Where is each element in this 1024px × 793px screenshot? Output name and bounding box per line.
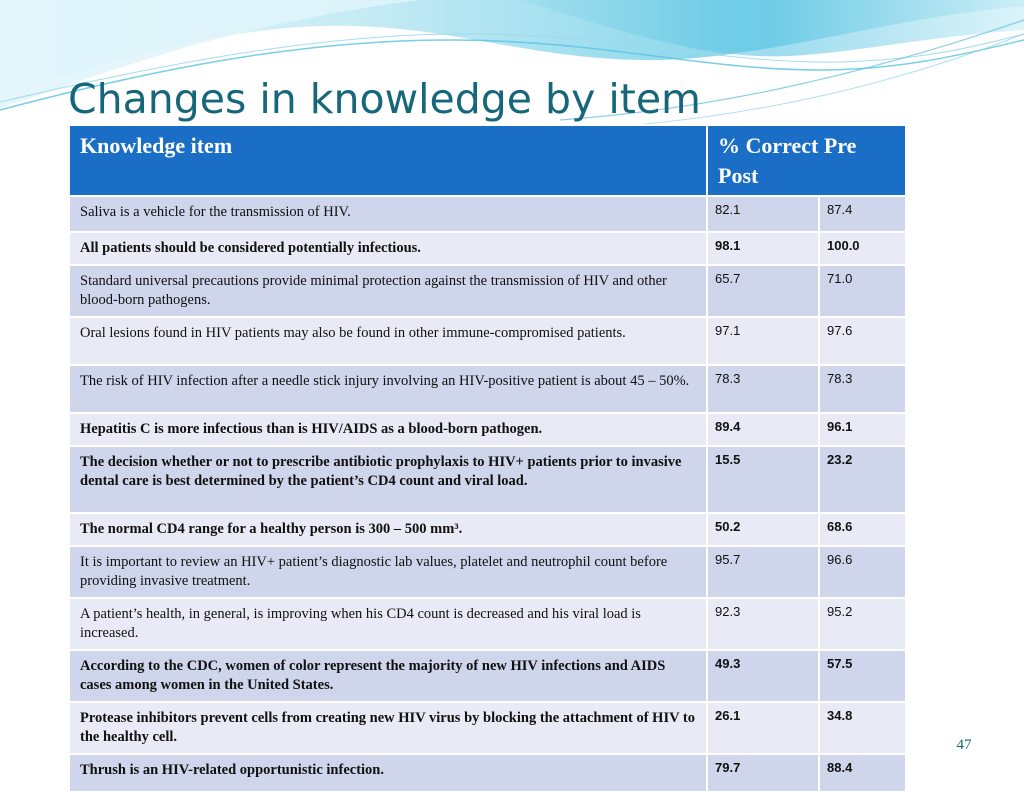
post-percent-cell: 57.5 xyxy=(818,649,907,703)
page-number: 47 xyxy=(956,737,972,753)
knowledge-table: Knowledge item % Correct Pre Post Saliva… xyxy=(68,124,907,793)
pre-percent-cell: 78.3 xyxy=(706,364,820,414)
knowledge-item-cell: Standard universal precautions provide m… xyxy=(68,264,708,318)
table-row: A patient’s health, in general, is impro… xyxy=(68,597,907,651)
header-knowledge-item: Knowledge item xyxy=(68,124,708,197)
knowledge-item-cell: It is important to review an HIV+ patien… xyxy=(68,545,708,599)
decorative-wave-banner xyxy=(0,0,1024,129)
knowledge-item-cell: Saliva is a vehicle for the transmission… xyxy=(68,195,708,233)
knowledge-item-cell: According to the CDC, women of color rep… xyxy=(68,649,708,703)
table-row: Hepatitis C is more infectious than is H… xyxy=(68,412,907,447)
knowledge-item-cell: A patient’s health, in general, is impro… xyxy=(68,597,708,651)
pre-percent-cell: 89.4 xyxy=(706,412,820,447)
pre-percent-cell: 95.7 xyxy=(706,545,820,599)
table-row: The risk of HIV infection after a needle… xyxy=(68,364,907,414)
post-percent-cell: 78.3 xyxy=(818,364,907,414)
table-row: Thrush is an HIV-related opportunistic i… xyxy=(68,753,907,793)
table-row: Protease inhibitors prevent cells from c… xyxy=(68,701,907,755)
post-percent-cell: 23.2 xyxy=(818,445,907,514)
post-percent-cell: 95.2 xyxy=(818,597,907,651)
pre-percent-cell: 82.1 xyxy=(706,195,820,233)
pre-percent-cell: 92.3 xyxy=(706,597,820,651)
pre-percent-cell: 98.1 xyxy=(706,231,820,266)
slide-title: Changes in knowledge by item xyxy=(68,75,701,123)
knowledge-item-cell: Hepatitis C is more infectious than is H… xyxy=(68,412,708,447)
pre-percent-cell: 49.3 xyxy=(706,649,820,703)
table-row: All patients should be considered potent… xyxy=(68,231,907,266)
table-row: The normal CD4 range for a healthy perso… xyxy=(68,512,907,547)
pre-percent-cell: 65.7 xyxy=(706,264,820,318)
post-percent-cell: 97.6 xyxy=(818,316,907,366)
knowledge-item-cell: Protease inhibitors prevent cells from c… xyxy=(68,701,708,755)
knowledge-item-cell: The normal CD4 range for a healthy perso… xyxy=(68,512,708,547)
table-body: Saliva is a vehicle for the transmission… xyxy=(68,195,907,793)
knowledge-item-cell: The risk of HIV infection after a needle… xyxy=(68,364,708,414)
post-percent-cell: 88.4 xyxy=(818,753,907,793)
table-row: According to the CDC, women of color rep… xyxy=(68,649,907,703)
table-row: Standard universal precautions provide m… xyxy=(68,264,907,318)
pre-percent-cell: 15.5 xyxy=(706,445,820,514)
table-row: Oral lesions found in HIV patients may a… xyxy=(68,316,907,366)
table-row: It is important to review an HIV+ patien… xyxy=(68,545,907,599)
post-percent-cell: 96.1 xyxy=(818,412,907,447)
pre-percent-cell: 79.7 xyxy=(706,753,820,793)
knowledge-item-cell: All patients should be considered potent… xyxy=(68,231,708,266)
post-percent-cell: 71.0 xyxy=(818,264,907,318)
post-percent-cell: 100.0 xyxy=(818,231,907,266)
knowledge-item-cell: The decision whether or not to prescribe… xyxy=(68,445,708,514)
table-row: The decision whether or not to prescribe… xyxy=(68,445,907,514)
pre-percent-cell: 26.1 xyxy=(706,701,820,755)
header-percent-correct: % Correct Pre Post xyxy=(706,124,907,197)
knowledge-item-cell: Oral lesions found in HIV patients may a… xyxy=(68,316,708,366)
pre-percent-cell: 50.2 xyxy=(706,512,820,547)
post-percent-cell: 87.4 xyxy=(818,195,907,233)
post-percent-cell: 96.6 xyxy=(818,545,907,599)
knowledge-item-cell: Thrush is an HIV-related opportunistic i… xyxy=(68,753,708,793)
pre-percent-cell: 97.1 xyxy=(706,316,820,366)
table-header-row: Knowledge item % Correct Pre Post xyxy=(68,124,907,197)
post-percent-cell: 34.8 xyxy=(818,701,907,755)
post-percent-cell: 68.6 xyxy=(818,512,907,547)
table-row: Saliva is a vehicle for the transmission… xyxy=(68,195,907,233)
